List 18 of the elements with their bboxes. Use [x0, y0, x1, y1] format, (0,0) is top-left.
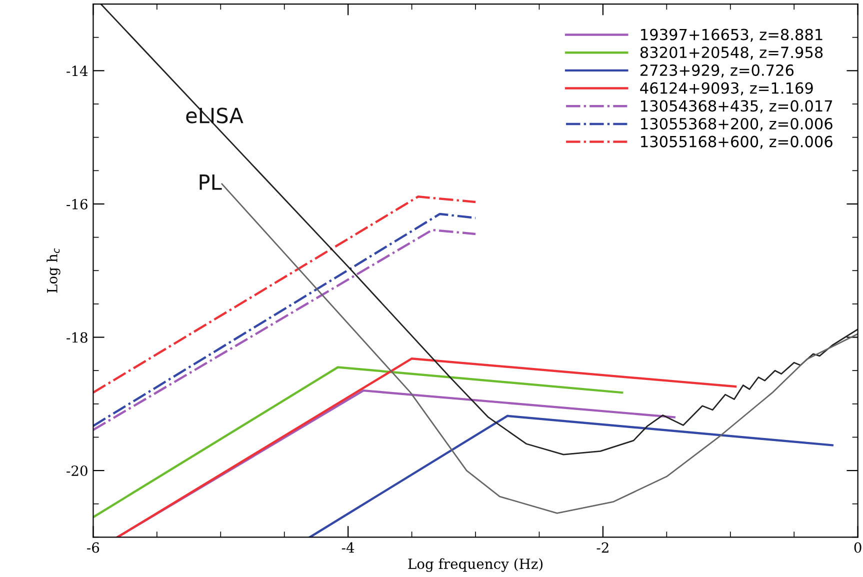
legend-label: 13055168+600, z=0.006 [641, 136, 832, 149]
x-tick-label: 0 [854, 542, 862, 553]
legend-label: 13055368+200, z=0.006 [641, 118, 832, 132]
legend-label: 46124+9093, z=1.169 [640, 82, 813, 96]
y-tick-label: -14 [66, 66, 88, 76]
x-tick-label: -4 [342, 542, 354, 553]
x-tick-label: -6 [87, 542, 100, 553]
x-tick-label: -2 [596, 542, 608, 553]
legend-label: 2723+929, z=0.726 [640, 64, 794, 78]
annotation: PL [200, 174, 222, 190]
y-tick-label: -20 [66, 466, 88, 476]
legend-label: 19397+16653, z=8.881 [641, 28, 822, 42]
y-tick-label: -18 [66, 332, 88, 343]
y-tick-label: -16 [66, 198, 88, 210]
legend-label: 13054368+435, z=0.017 [641, 100, 832, 114]
y-axis-title: Log h$_{c}$ [46, 248, 60, 293]
legend-label: 83201+20548, z=7.958 [640, 46, 823, 60]
x-axis-title: Log frequency (Hz) [408, 558, 543, 572]
